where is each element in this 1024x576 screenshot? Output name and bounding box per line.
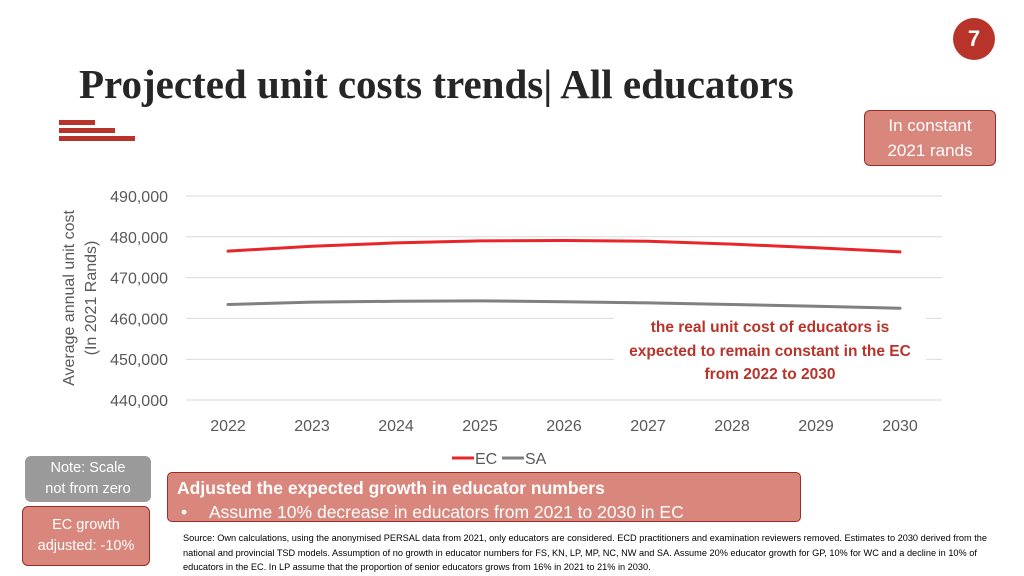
growth-adjustment-line1: EC growth bbox=[52, 517, 120, 533]
annotation-line2: expected to remain constant in the EC bbox=[629, 342, 911, 360]
scale-note-line1: Note: Scale bbox=[50, 460, 126, 476]
legend-label-sa: SA bbox=[525, 451, 547, 468]
x-tick-label: 2029 bbox=[798, 418, 834, 435]
assumption-bullet-text: Assume 10% decrease in educators from 20… bbox=[209, 502, 684, 522]
growth-adjustment-line2: adjusted: -10% bbox=[37, 538, 135, 554]
scale-note-box: Note: Scale not from zero bbox=[25, 456, 151, 502]
x-tick-label: 2022 bbox=[210, 418, 246, 435]
scale-note-line2: not from zero bbox=[45, 481, 131, 497]
x-tick-label: 2028 bbox=[714, 418, 750, 435]
x-tick-label: 2027 bbox=[630, 418, 666, 435]
annotation-line1: the real unit cost of educators is bbox=[650, 319, 890, 336]
units-badge: In constant 2021 rands bbox=[864, 110, 996, 166]
x-tick-label: 2024 bbox=[378, 418, 414, 435]
x-tick-label: 2025 bbox=[462, 418, 498, 435]
x-tick-label: 2026 bbox=[546, 418, 582, 435]
y-tick-label: 460,000 bbox=[110, 311, 168, 328]
y-axis-label-line2: (In 2021 Rands) bbox=[83, 241, 100, 356]
source-note: Source: Own calculations, using the anon… bbox=[183, 533, 987, 572]
growth-adjustment-box: EC growth adjusted: -10% bbox=[22, 506, 150, 566]
assumption-header: Adjusted the expected growth in educator… bbox=[177, 478, 605, 498]
bullet-dot-icon: • bbox=[181, 502, 188, 522]
annotation-line3: from 2022 to 2030 bbox=[704, 366, 836, 383]
y-axis-label-line1: Average annual unit cost bbox=[61, 210, 78, 386]
units-badge-line1: In constant bbox=[888, 116, 972, 135]
y-tick-label: 490,000 bbox=[110, 189, 168, 206]
chart-annotation: the real unit cost of educators is expec… bbox=[614, 316, 926, 387]
y-tick-label: 470,000 bbox=[110, 271, 168, 288]
y-tick-label: 480,000 bbox=[110, 230, 168, 247]
y-tick-label: 450,000 bbox=[110, 352, 168, 369]
page-number-badge: 7 bbox=[953, 18, 995, 60]
assumption-box: Adjusted the expected growth in educator… bbox=[167, 472, 801, 522]
legend-label-ec: EC bbox=[475, 451, 497, 468]
x-tick-label: 2023 bbox=[294, 418, 330, 435]
title-accent-bars bbox=[59, 120, 139, 142]
series-line-sa bbox=[226, 299, 902, 310]
assumption-bullet: • Assume 10% decrease in educators from 2… bbox=[177, 500, 800, 524]
y-tick-label: 440,000 bbox=[110, 393, 168, 410]
page-title: Projected unit costs trends| All educato… bbox=[79, 61, 794, 107]
series-line-ec bbox=[226, 239, 902, 254]
x-tick-label: 2030 bbox=[882, 418, 918, 435]
units-badge-line2: 2021 rands bbox=[887, 141, 973, 160]
